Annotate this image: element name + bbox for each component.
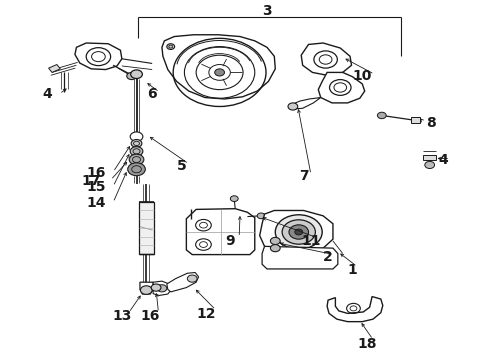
Text: 2: 2 [323, 250, 333, 264]
Circle shape [377, 112, 386, 119]
Polygon shape [153, 281, 172, 296]
Polygon shape [140, 282, 153, 294]
Circle shape [130, 147, 143, 156]
Text: 1: 1 [347, 263, 357, 276]
Circle shape [215, 69, 224, 76]
Polygon shape [260, 211, 333, 253]
Text: 9: 9 [225, 234, 235, 248]
Text: 18: 18 [357, 337, 377, 351]
Circle shape [187, 275, 197, 282]
Polygon shape [49, 64, 60, 72]
Text: 17: 17 [81, 174, 101, 188]
Polygon shape [411, 117, 420, 123]
Polygon shape [292, 98, 321, 109]
Circle shape [131, 70, 143, 78]
Circle shape [257, 213, 265, 219]
Text: 5: 5 [176, 159, 186, 173]
Text: 15: 15 [86, 180, 106, 194]
Circle shape [425, 161, 435, 168]
Circle shape [128, 163, 146, 176]
Circle shape [141, 286, 152, 294]
Circle shape [157, 285, 167, 292]
Polygon shape [75, 43, 122, 69]
Text: 12: 12 [196, 307, 216, 321]
Polygon shape [262, 246, 338, 269]
Circle shape [131, 139, 142, 147]
Text: 4: 4 [42, 87, 52, 101]
Circle shape [151, 284, 161, 291]
Text: 10: 10 [353, 69, 372, 83]
Polygon shape [423, 155, 436, 160]
Circle shape [270, 244, 280, 252]
Text: 16: 16 [140, 309, 159, 323]
Polygon shape [186, 209, 255, 255]
Circle shape [167, 44, 174, 49]
Text: 7: 7 [299, 170, 308, 183]
Circle shape [130, 132, 143, 141]
Circle shape [275, 215, 322, 249]
Text: 6: 6 [147, 87, 157, 101]
Circle shape [270, 237, 280, 244]
Circle shape [129, 154, 144, 165]
Text: 16: 16 [86, 166, 106, 180]
Polygon shape [139, 202, 154, 253]
Text: 14: 14 [86, 196, 106, 210]
Circle shape [230, 196, 238, 202]
Circle shape [127, 72, 137, 80]
Circle shape [282, 220, 316, 244]
Polygon shape [301, 43, 351, 75]
Polygon shape [167, 273, 198, 292]
Polygon shape [162, 35, 275, 99]
Text: 4: 4 [438, 153, 448, 167]
Circle shape [295, 229, 303, 235]
Text: 13: 13 [112, 309, 131, 323]
Circle shape [288, 103, 298, 110]
Polygon shape [318, 72, 365, 103]
Circle shape [289, 225, 309, 239]
Text: 3: 3 [262, 4, 272, 18]
Polygon shape [327, 297, 383, 321]
Text: 11: 11 [301, 234, 321, 248]
Text: 8: 8 [426, 116, 436, 130]
